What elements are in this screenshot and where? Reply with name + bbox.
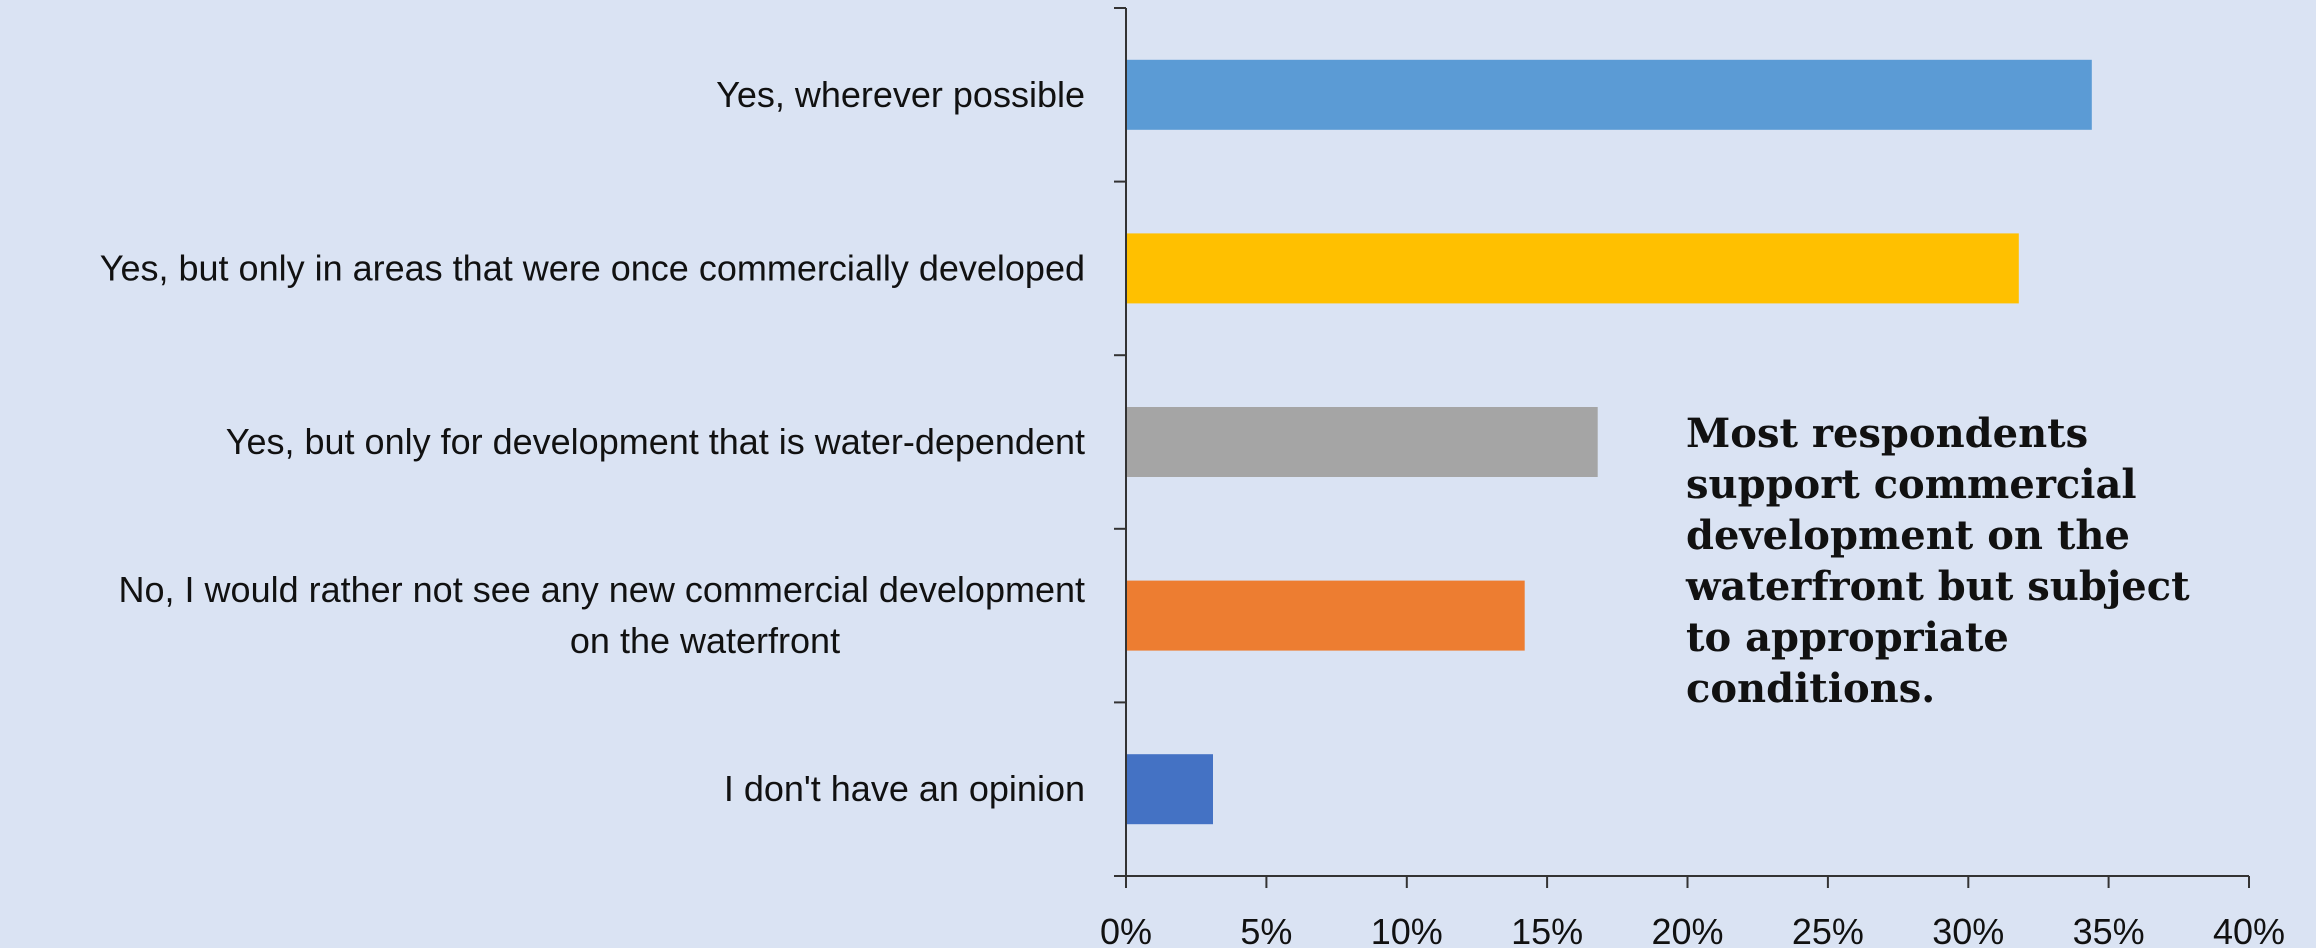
- category-label-1-line-1: Yes, wherever possible: [716, 74, 1085, 115]
- x-tick-label-0: 0%: [1100, 911, 1152, 948]
- bar-2: [1126, 233, 2019, 304]
- bar-1: [1126, 59, 2092, 130]
- x-tick-label-8: 40%: [2213, 911, 2285, 948]
- category-label-3-line-1: Yes, but only for development that is wa…: [226, 421, 1085, 462]
- category-label-4-line-2: on the waterfront: [570, 620, 840, 661]
- x-tick-label-5: 25%: [1792, 911, 1864, 948]
- category-label-1: Yes, wherever possible: [716, 74, 1085, 115]
- category-label-2: Yes, but only in areas that were once co…: [100, 247, 1085, 288]
- category-label-4: No, I would rather not see any new comme…: [119, 569, 1085, 661]
- x-tick-label-6: 30%: [1932, 911, 2004, 948]
- category-label-2-line-1: Yes, but only in areas that were once co…: [100, 247, 1085, 288]
- bar-4: [1126, 580, 1525, 651]
- category-label-4-line-1: No, I would rather not see any new comme…: [119, 569, 1085, 610]
- x-tick-label-2: 10%: [1371, 911, 1443, 948]
- category-label-3: Yes, but only for development that is wa…: [226, 421, 1085, 462]
- x-tick-label-4: 20%: [1651, 911, 1723, 948]
- x-tick-label-1: 5%: [1240, 911, 1292, 948]
- bar-5: [1126, 754, 1213, 825]
- category-label-5: I don't have an opinion: [724, 768, 1085, 809]
- annotation-text: Most respondents support commercial deve…: [1686, 410, 2190, 712]
- x-tick-label-3: 15%: [1511, 911, 1583, 948]
- x-tick-label-7: 35%: [2073, 911, 2145, 948]
- bar-3: [1126, 407, 1598, 477]
- category-label-5-line-1: I don't have an opinion: [724, 768, 1085, 809]
